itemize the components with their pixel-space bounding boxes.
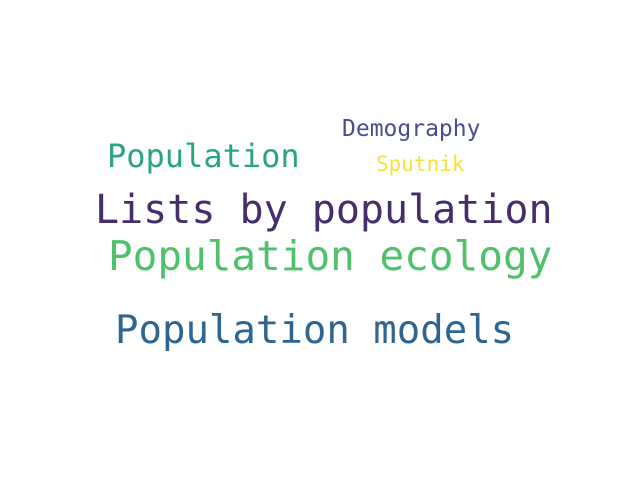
word-population: Population: [107, 137, 300, 175]
word-sputnik: Sputnik: [376, 152, 465, 176]
word-lists-by-population: Lists by population: [95, 187, 553, 233]
word-demography: Demography: [342, 116, 481, 142]
word-population-models: Population models: [115, 308, 515, 353]
word-population-ecology: Population ecology: [108, 232, 553, 280]
